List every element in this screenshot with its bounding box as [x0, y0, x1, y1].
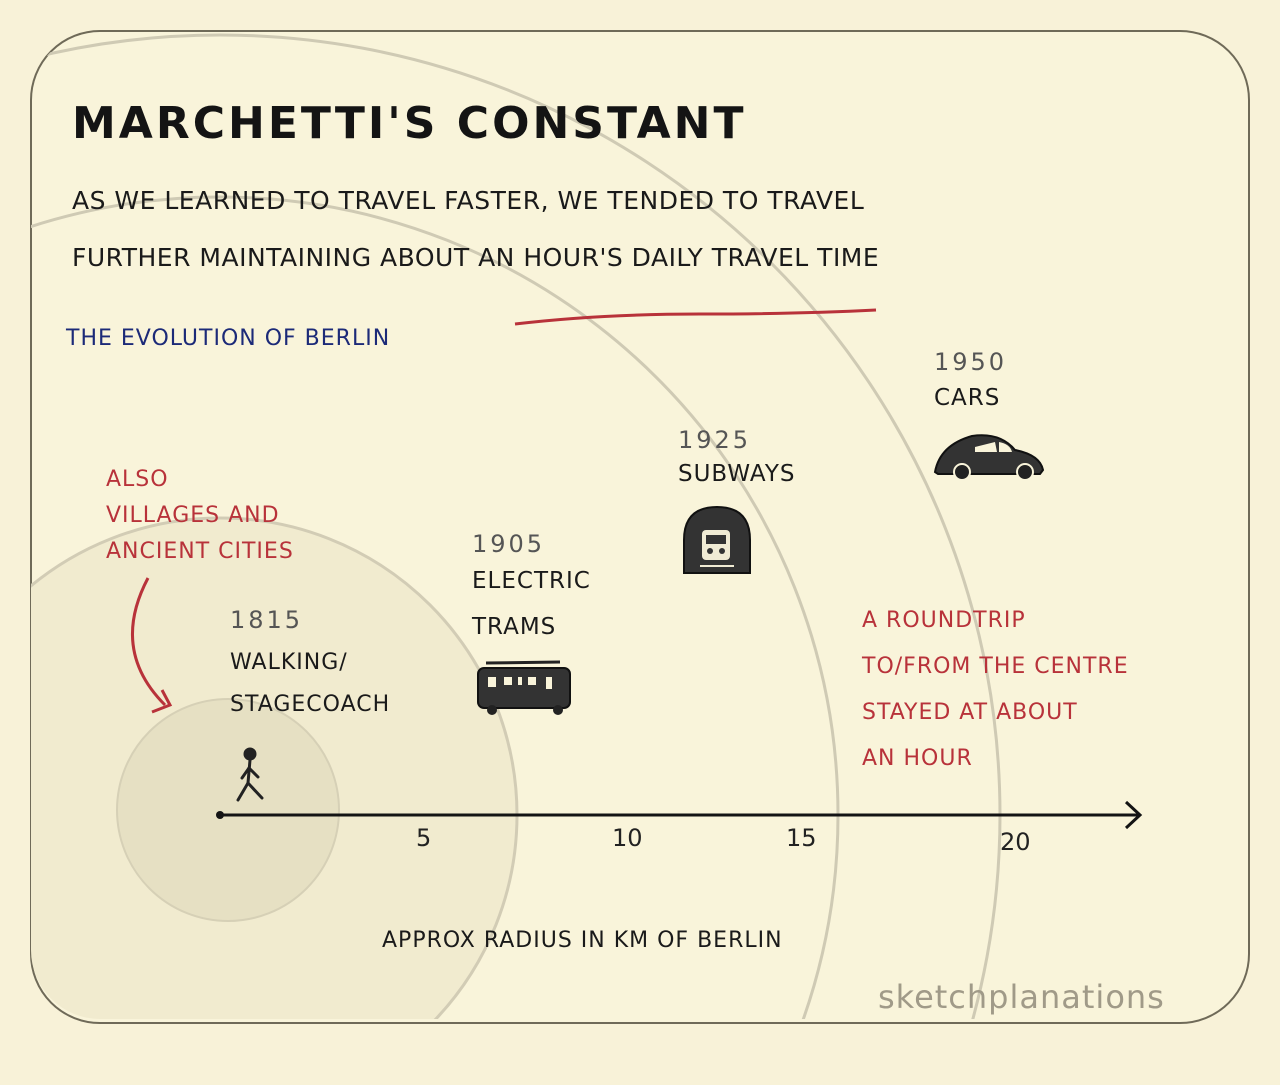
era-1925: 1925 SUBWAYS — [678, 426, 796, 487]
axis-tick-5: 5 — [416, 824, 432, 852]
era-1905: 1905 ELECTRIC TRAMS — [472, 530, 591, 640]
axis-tick-15: 15 — [786, 824, 817, 852]
axis-tick-20: 20 — [1000, 828, 1031, 856]
section-label: THE EVOLUTION OF BERLIN — [66, 326, 391, 351]
walking-person-icon — [236, 747, 264, 802]
era-1815: 1815 WALKING/ STAGECOACH — [230, 606, 391, 717]
axis-arrowhead — [1124, 800, 1143, 830]
era-year: 1950 — [934, 348, 1008, 376]
subtitle-line-1: AS WE LEARNED TO TRAVEL FASTER, WE TENDE… — [72, 186, 865, 215]
car-icon — [933, 434, 1045, 481]
roundtrip-annotation: A ROUNDTRIP TO/FROM THE CENTRE STAYED AT… — [862, 608, 1129, 771]
axis-tick-10: 10 — [612, 824, 643, 852]
villages-annotation: ALSO VILLAGES AND ANCIENT CITIES — [106, 467, 294, 564]
brand-logo: sketchplanations — [878, 978, 1165, 1016]
subtitle-line-2: FURTHER MAINTAINING ABOUT AN HOUR'S DAIL… — [72, 243, 880, 272]
tram-icon — [477, 660, 571, 715]
era-1950: 1950 CARS — [934, 348, 1008, 411]
era-year: 1905 — [472, 530, 546, 558]
axis-label: APPROX RADIUS IN KM OF BERLIN — [382, 928, 783, 953]
curved-arrow — [131, 577, 167, 707]
era-year: 1925 — [678, 426, 752, 454]
subway-train-icon — [683, 505, 751, 574]
page-title: MARCHETTI'S CONSTANT — [72, 98, 747, 149]
underline-stroke — [514, 308, 877, 326]
era-year: 1815 — [230, 606, 304, 634]
ring-1815 — [116, 698, 340, 922]
